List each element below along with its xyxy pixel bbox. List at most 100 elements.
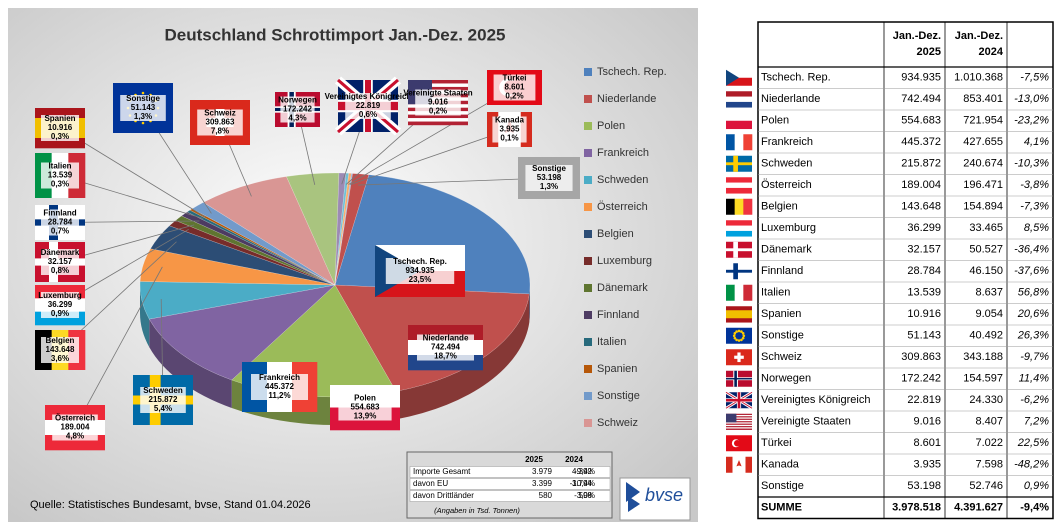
table-cell: 50.527: [969, 244, 1003, 256]
flag-part: [743, 284, 753, 301]
table-cell: -3,8%: [1020, 179, 1049, 191]
table-cell: Finnland: [761, 265, 803, 277]
flag-part: [743, 198, 753, 215]
slice-label: 189.004: [61, 423, 90, 432]
slice-label: 0,1%: [500, 134, 518, 143]
summary-cell: -9,4%: [574, 467, 595, 476]
slice-label: 10.916: [48, 123, 73, 132]
table-header: 2024: [979, 46, 1004, 58]
legend-label: Luxemburg: [597, 255, 652, 267]
label-bg: [41, 209, 79, 236]
slice-label: 7,8%: [211, 127, 229, 136]
table-cell: 7.598: [975, 459, 1003, 471]
summary-cell: 3.794: [572, 479, 593, 488]
flag-part: [737, 339, 741, 342]
flag-part: [408, 114, 468, 119]
slice-label: 36.299: [48, 300, 73, 309]
flag-part: [726, 423, 752, 426]
summary-cell: -3,0%: [574, 491, 595, 500]
slice-side: [529, 285, 531, 322]
slice-label: 0,8%: [51, 266, 69, 275]
table-cell: 28.784: [907, 265, 941, 277]
table-cell: Italien: [761, 287, 790, 299]
flag-part: [743, 134, 753, 151]
table-cell: 143.648: [901, 201, 941, 213]
flag-part: [726, 162, 752, 166]
table-cell: Kanada: [761, 459, 800, 471]
flag-part: [726, 413, 737, 423]
slice-label: Norwegen: [278, 96, 317, 105]
slice-label: Vereinigtes Königreich: [325, 92, 412, 101]
table-header: Jan.-Dez.: [955, 30, 1003, 42]
slice-label: Frankreich: [259, 373, 300, 382]
flag-part: [735, 330, 738, 333]
callout-line: [74, 266, 163, 428]
table-cell: -36,4%: [1014, 244, 1049, 256]
table-cell: 22.819: [907, 394, 941, 406]
table-cell: 8.637: [975, 287, 1003, 299]
flag-part: [726, 426, 752, 428]
table-cell: SUMME: [761, 502, 802, 514]
slice: [334, 173, 370, 286]
table-cell: Frankreich: [761, 136, 813, 148]
label-bg: [251, 374, 308, 400]
table-cell: 40.492: [969, 330, 1003, 342]
flag-part: [408, 80, 468, 84]
flag-part: [726, 306, 752, 311]
label-bg: [41, 115, 79, 141]
flag-part: [726, 422, 752, 424]
flag-part: [726, 419, 752, 422]
flag-part: [733, 336, 737, 340]
flag-part: [726, 225, 752, 232]
flag-part: [726, 416, 752, 418]
callout-line: [350, 129, 510, 185]
table-cell: Dänemark: [761, 244, 812, 256]
flag-part: [735, 338, 738, 342]
table-cell: 9.016: [913, 416, 941, 428]
slice-side: [140, 285, 150, 348]
table-cell: 26,3%: [1017, 330, 1049, 342]
table-cell: 4.391.627: [954, 502, 1003, 514]
flag-part: [726, 424, 752, 427]
table-cell: 53.198: [907, 480, 941, 492]
table-cell: 554.683: [901, 115, 941, 127]
slice-label: 32.157: [48, 257, 73, 266]
flag-part: [726, 427, 752, 429]
slice: [334, 172, 350, 286]
slice-label: 0,2%: [429, 107, 447, 116]
flag-part: [408, 121, 468, 126]
flag-part: [726, 198, 735, 215]
label-bg: [41, 337, 79, 363]
legend-label: Tschech. Rep.: [597, 66, 667, 78]
flag-part: [726, 69, 739, 86]
table-cell: 8.407: [975, 416, 1003, 428]
table-cell: Luxemburg: [761, 222, 816, 234]
slice-label: 22.819: [356, 101, 381, 110]
table-cell: Österreich: [761, 179, 812, 191]
slice-label: Dänemark: [41, 248, 80, 257]
summary-cell: 4.392: [572, 467, 593, 476]
slice: [202, 176, 336, 286]
flag-part: [726, 77, 752, 86]
table-cell: 46.150: [969, 265, 1003, 277]
flag-part: [740, 338, 743, 342]
flag-part: [726, 220, 752, 226]
legend-label: Belgien: [597, 228, 634, 240]
table-cell: 154.597: [963, 373, 1003, 385]
table-cell: -10,3%: [1014, 158, 1049, 170]
table-cell: 445.372: [901, 136, 941, 148]
label-bg: [120, 95, 166, 121]
slice: [181, 211, 336, 286]
table-cell: -48,2%: [1014, 459, 1049, 471]
summary-cell: 3.399: [532, 479, 553, 488]
slice-label: Finnland: [43, 209, 76, 218]
legend-marker: [584, 338, 592, 346]
flag-part: [733, 440, 741, 447]
table-cell: -6,2%: [1020, 394, 1049, 406]
legend-label: Österreich: [597, 201, 648, 213]
flag-part: [726, 96, 752, 103]
table-cell: Sonstige: [761, 480, 804, 492]
legend-label: Schweiz: [597, 417, 638, 429]
summary-cell: Importe Gesamt: [413, 467, 471, 476]
table-cell: -23,2%: [1014, 115, 1049, 127]
